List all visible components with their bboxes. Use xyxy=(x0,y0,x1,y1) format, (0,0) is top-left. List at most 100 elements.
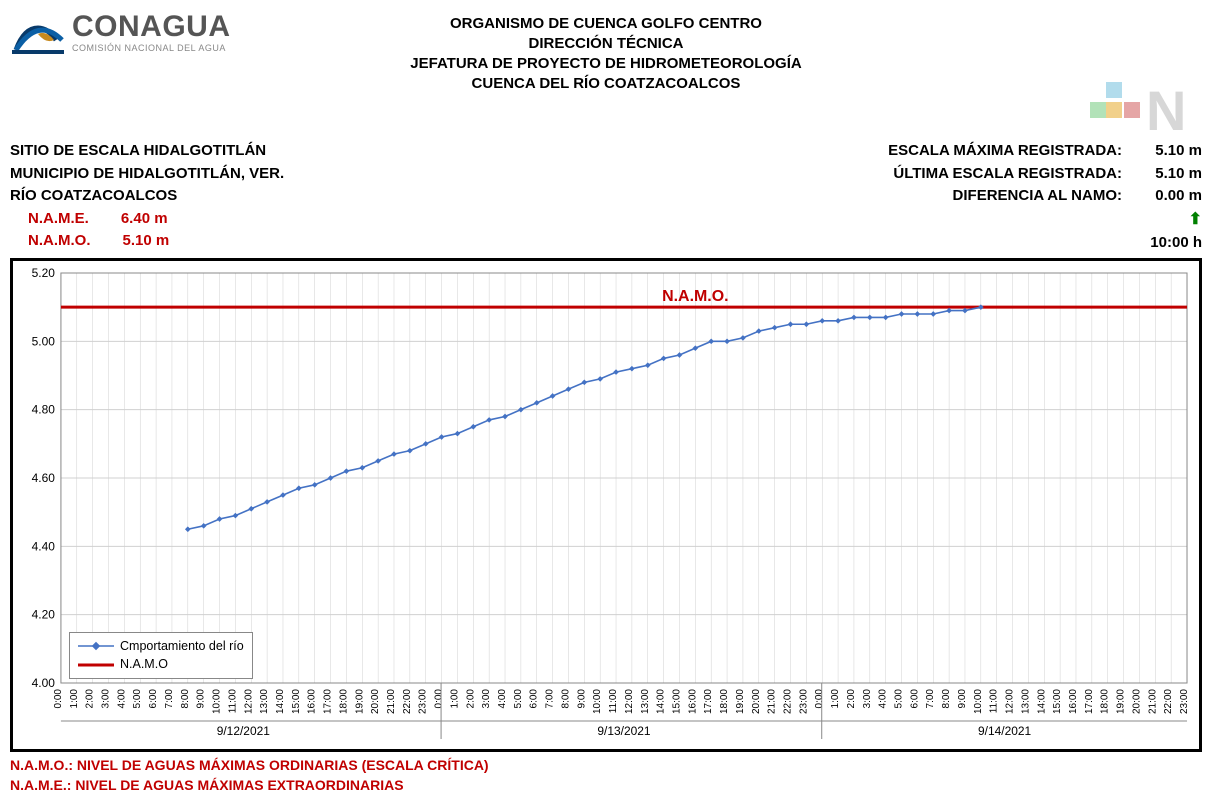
max-label: ESCALA MÁXIMA REGISTRADA: xyxy=(862,140,1122,163)
svg-text:4.20: 4.20 xyxy=(32,608,56,622)
svg-text:6:00: 6:00 xyxy=(909,689,920,709)
svg-text:18:00: 18:00 xyxy=(338,689,349,714)
left-info: SITIO DE ESCALA HIDALGOTITLÁN MUNICIPIO … xyxy=(10,140,284,253)
svg-text:15:00: 15:00 xyxy=(671,689,682,714)
title-line-4: CUENCA DEL RÍO COATZACOALCOS xyxy=(10,75,1202,92)
svg-text:6:00: 6:00 xyxy=(529,689,540,709)
svg-text:23:00: 23:00 xyxy=(1179,689,1190,714)
svg-text:1:00: 1:00 xyxy=(449,689,460,709)
title-line-1: ORGANISMO DE CUENCA GOLFO CENTRO xyxy=(10,15,1202,32)
svg-text:8:00: 8:00 xyxy=(941,689,952,709)
svg-text:5.20: 5.20 xyxy=(32,267,56,280)
center-titles: ORGANISMO DE CUENCA GOLFO CENTRO DIRECCI… xyxy=(10,12,1202,95)
svg-text:22:00: 22:00 xyxy=(1163,689,1174,714)
info-row: SITIO DE ESCALA HIDALGOTITLÁN MUNICIPIO … xyxy=(10,140,1202,254)
svg-text:0:00: 0:00 xyxy=(53,689,64,709)
footer-note: N.A.M.O.: NIVEL DE AGUAS MÁXIMAS ORDINAR… xyxy=(10,756,1202,795)
legend-namo-label: N.A.M.O xyxy=(120,655,168,674)
svg-text:19:00: 19:00 xyxy=(1116,689,1127,714)
legend-namo: N.A.M.O xyxy=(78,655,244,674)
svg-text:21:00: 21:00 xyxy=(1147,689,1158,714)
svg-text:13:00: 13:00 xyxy=(259,689,270,714)
svg-text:11:00: 11:00 xyxy=(989,689,1000,714)
svg-text:18:00: 18:00 xyxy=(1100,689,1111,714)
right-info: ESCALA MÁXIMA REGISTRADA: 5.10 m ÚLTIMA E… xyxy=(862,140,1202,254)
svg-text:3:00: 3:00 xyxy=(481,689,492,709)
svg-text:N.A.M.O.: N.A.M.O. xyxy=(662,288,728,305)
svg-text:9/13/2021: 9/13/2021 xyxy=(597,724,651,738)
svg-text:17:00: 17:00 xyxy=(1084,689,1095,714)
svg-text:12:00: 12:00 xyxy=(243,689,254,714)
legend-box: Cmportamiento del río N.A.M.O xyxy=(69,632,253,680)
name-row: N.A.M.E. 6.40 m xyxy=(28,208,284,231)
svg-text:4:00: 4:00 xyxy=(497,689,508,709)
municipio-label: MUNICIPIO DE HIDALGOTITLÁN, VER. xyxy=(10,163,284,186)
svg-text:20:00: 20:00 xyxy=(1131,689,1142,714)
svg-text:15:00: 15:00 xyxy=(291,689,302,714)
svg-text:19:00: 19:00 xyxy=(354,689,365,714)
svg-text:6:00: 6:00 xyxy=(148,689,159,709)
svg-text:4:00: 4:00 xyxy=(116,689,127,709)
svg-text:20:00: 20:00 xyxy=(370,689,381,714)
svg-text:23:00: 23:00 xyxy=(798,689,809,714)
svg-text:21:00: 21:00 xyxy=(386,689,397,714)
namo-value: 5.10 m xyxy=(123,230,170,253)
svg-text:8:00: 8:00 xyxy=(180,689,191,709)
diff-label: DIFERENCIA AL NAMO: xyxy=(862,185,1122,208)
rio-label: RÍO COATZACOALCOS xyxy=(10,185,284,208)
svg-text:11:00: 11:00 xyxy=(608,689,619,714)
svg-text:9:00: 9:00 xyxy=(957,689,968,709)
svg-text:13:00: 13:00 xyxy=(1020,689,1031,714)
svg-text:17:00: 17:00 xyxy=(323,689,334,714)
max-value: 5.10 m xyxy=(1132,140,1202,163)
legend-series-label: Cmportamiento del río xyxy=(120,637,244,656)
svg-text:5:00: 5:00 xyxy=(894,689,905,709)
svg-text:2:00: 2:00 xyxy=(846,689,857,709)
svg-text:9:00: 9:00 xyxy=(576,689,587,709)
sitio-label: SITIO DE ESCALA HIDALGOTITLÁN xyxy=(10,140,284,163)
svg-text:12:00: 12:00 xyxy=(624,689,635,714)
svg-text:4.40: 4.40 xyxy=(32,539,56,553)
svg-text:9/14/2021: 9/14/2021 xyxy=(978,724,1032,738)
svg-text:4.60: 4.60 xyxy=(32,471,56,485)
svg-text:14:00: 14:00 xyxy=(1036,689,1047,714)
last-value: 5.10 m xyxy=(1132,163,1202,186)
header-area: CONAGUA COMISIÓN NACIONAL DEL AGUA ORGAN… xyxy=(10,6,1202,136)
svg-text:16:00: 16:00 xyxy=(1068,689,1079,714)
svg-text:7:00: 7:00 xyxy=(925,689,936,709)
svg-text:17:00: 17:00 xyxy=(703,689,714,714)
svg-text:4.80: 4.80 xyxy=(32,403,56,417)
svg-text:0:00: 0:00 xyxy=(434,689,445,709)
svg-text:3:00: 3:00 xyxy=(862,689,873,709)
svg-text:19:00: 19:00 xyxy=(735,689,746,714)
name-label: N.A.M.E. xyxy=(28,208,89,231)
svg-text:3:00: 3:00 xyxy=(101,689,112,709)
footer-namo: N.A.M.O.: NIVEL DE AGUAS MÁXIMAS ORDINAR… xyxy=(10,756,1202,776)
svg-text:2:00: 2:00 xyxy=(465,689,476,709)
svg-text:15:00: 15:00 xyxy=(1052,689,1063,714)
svg-text:16:00: 16:00 xyxy=(687,689,698,714)
title-line-2: DIRECCIÓN TÉCNICA xyxy=(10,35,1202,52)
svg-text:7:00: 7:00 xyxy=(164,689,175,709)
svg-text:9:00: 9:00 xyxy=(196,689,207,709)
svg-text:18:00: 18:00 xyxy=(719,689,730,714)
svg-text:11:00: 11:00 xyxy=(227,689,238,714)
arrow-up-icon: ⬆ xyxy=(1132,208,1202,232)
svg-text:22:00: 22:00 xyxy=(402,689,413,714)
svg-text:5.00: 5.00 xyxy=(32,334,56,348)
svg-text:4:00: 4:00 xyxy=(878,689,889,709)
footer-name: N.A.M.E.: NIVEL DE AGUAS MÁXIMAS EXTRAOR… xyxy=(10,776,1202,796)
svg-text:12:00: 12:00 xyxy=(1005,689,1016,714)
svg-text:1:00: 1:00 xyxy=(69,689,80,709)
name-value: 6.40 m xyxy=(121,208,168,231)
svg-text:1:00: 1:00 xyxy=(830,689,841,709)
svg-text:10:00: 10:00 xyxy=(592,689,603,714)
last-label: ÚLTIMA ESCALA REGISTRADA: xyxy=(862,163,1122,186)
svg-text:9/12/2021: 9/12/2021 xyxy=(217,724,271,738)
svg-text:2:00: 2:00 xyxy=(85,689,96,709)
time-value: 10:00 h xyxy=(1132,232,1202,255)
legend-namo-icon xyxy=(78,658,114,672)
legend-series: Cmportamiento del río xyxy=(78,637,244,656)
namo-label: N.A.M.O. xyxy=(28,230,91,253)
svg-text:0:00: 0:00 xyxy=(814,689,825,709)
